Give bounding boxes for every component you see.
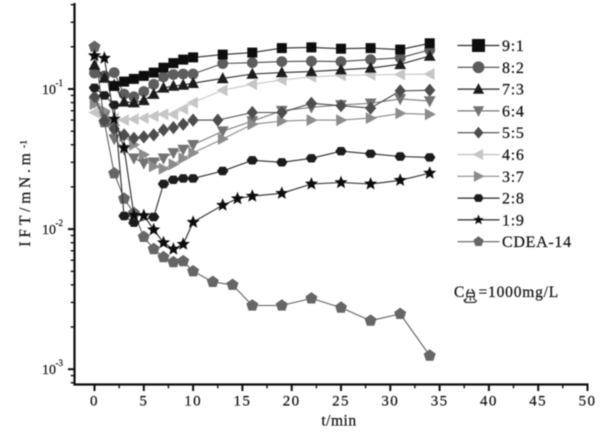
- svg-text:-1: -1: [56, 78, 64, 88]
- svg-text:CDEA-14: CDEA-14: [502, 234, 572, 251]
- svg-text:-3: -3: [56, 358, 64, 368]
- svg-text:-2: -2: [56, 218, 64, 228]
- svg-text:10: 10: [42, 83, 56, 98]
- svg-text:0: 0: [90, 394, 99, 410]
- svg-text:15: 15: [233, 394, 251, 410]
- svg-text:50: 50: [579, 394, 597, 410]
- svg-text:10: 10: [184, 394, 202, 410]
- svg-text:2:8: 2:8: [502, 191, 525, 208]
- svg-text:35: 35: [431, 394, 449, 410]
- svg-text:20: 20: [283, 394, 301, 410]
- svg-text:IFT/mN.m: IFT/mN.m: [17, 149, 34, 246]
- svg-text:t/min: t/min: [321, 413, 356, 430]
- svg-text:40: 40: [480, 394, 498, 410]
- svg-text:3:7: 3:7: [502, 169, 525, 186]
- svg-text:45: 45: [529, 394, 547, 410]
- svg-text:10: 10: [42, 223, 56, 238]
- svg-text:C: C: [454, 284, 464, 301]
- svg-text:8:2: 8:2: [502, 60, 525, 77]
- svg-text:5: 5: [139, 394, 148, 410]
- svg-text:9:1: 9:1: [502, 38, 525, 55]
- svg-text:1:9: 1:9: [502, 212, 525, 229]
- svg-text:4:6: 4:6: [502, 147, 525, 164]
- svg-text:5:5: 5:5: [502, 125, 525, 142]
- svg-text:-1: -1: [20, 140, 30, 148]
- svg-text:6:4: 6:4: [502, 103, 525, 120]
- svg-text:7:3: 7:3: [502, 82, 525, 99]
- svg-text:10: 10: [42, 363, 56, 378]
- svg-text:30: 30: [381, 394, 399, 410]
- svg-text:=1000mg/L: =1000mg/L: [479, 284, 560, 301]
- svg-text:25: 25: [332, 394, 350, 410]
